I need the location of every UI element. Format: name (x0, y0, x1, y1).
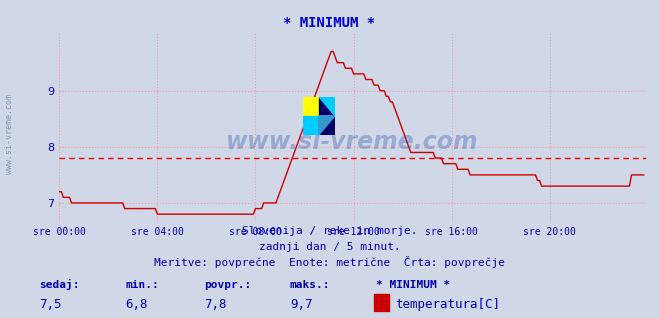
Text: povpr.:: povpr.: (204, 280, 252, 290)
Polygon shape (302, 97, 319, 116)
Bar (302, 97, 319, 116)
Text: maks.:: maks.: (290, 280, 330, 290)
Text: www.si-vreme.com: www.si-vreme.com (226, 130, 479, 155)
Text: temperatura[C]: temperatura[C] (395, 299, 500, 311)
Bar (319, 97, 335, 135)
Polygon shape (319, 116, 335, 135)
Text: sedaj:: sedaj: (40, 279, 80, 290)
Text: 9,7: 9,7 (290, 299, 312, 311)
Text: * MINIMUM *: * MINIMUM * (376, 280, 450, 290)
Polygon shape (319, 97, 335, 116)
Text: 7,8: 7,8 (204, 299, 227, 311)
Text: www.si-vreme.com: www.si-vreme.com (5, 93, 14, 174)
Text: zadnji dan / 5 minut.: zadnji dan / 5 minut. (258, 242, 401, 252)
Text: Meritve: povprečne  Enote: metrične  Črta: povprečje: Meritve: povprečne Enote: metrične Črta:… (154, 256, 505, 267)
Text: 6,8: 6,8 (125, 299, 148, 311)
Text: min.:: min.: (125, 280, 159, 290)
Text: * MINIMUM *: * MINIMUM * (283, 16, 376, 30)
Text: 7,5: 7,5 (40, 299, 62, 311)
Polygon shape (302, 116, 319, 135)
Text: Slovenija / reke in morje.: Slovenija / reke in morje. (242, 226, 417, 236)
